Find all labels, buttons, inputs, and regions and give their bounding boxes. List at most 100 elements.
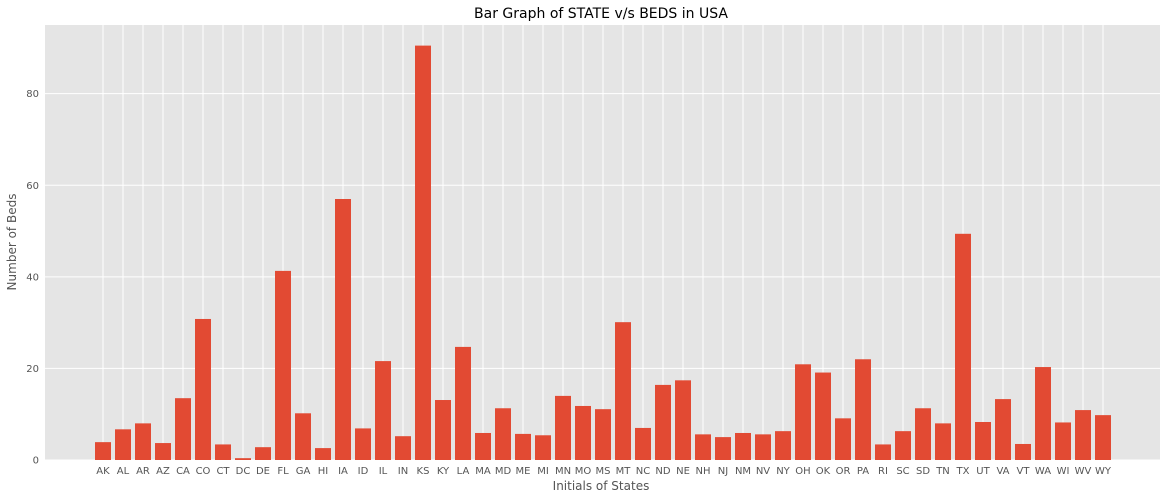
x-tick-label: GA — [296, 466, 311, 477]
bar-nv — [755, 434, 771, 460]
x-tick-label: SD — [916, 466, 930, 477]
bar-sd — [915, 408, 931, 460]
x-tick-label: MI — [537, 466, 549, 477]
x-tick-label: OR — [836, 466, 851, 477]
x-tick-label: IL — [379, 466, 388, 477]
x-tick-label: NE — [676, 466, 690, 477]
x-tick-label: HI — [318, 466, 328, 477]
y-axis-label: Number of Beds — [5, 194, 19, 291]
bar-ak — [95, 442, 111, 460]
x-tick-label: PA — [857, 466, 869, 477]
x-tick-label: VA — [996, 466, 1009, 477]
bar-ma — [475, 432, 491, 460]
y-tick-label: 80 — [26, 89, 39, 100]
x-tick-label: VT — [1017, 466, 1031, 477]
bar-id — [355, 428, 371, 460]
bar-wi — [1055, 422, 1071, 460]
y-tick-label: 0 — [33, 456, 39, 467]
bar-in — [395, 436, 411, 460]
x-tick-label: WV — [1075, 466, 1092, 477]
bar-mi — [535, 435, 551, 460]
x-tick-label: WY — [1095, 466, 1112, 477]
y-tick-label: 60 — [26, 181, 39, 192]
x-tick-label: MA — [475, 466, 491, 477]
x-tick-label: NV — [756, 466, 770, 477]
x-axis-label: Initials of States — [553, 479, 650, 493]
x-tick-label: UT — [976, 466, 990, 477]
x-tick-label: AL — [117, 466, 130, 477]
bar-ut — [975, 421, 991, 460]
x-tick-label: AR — [136, 466, 150, 477]
x-tick-label: KY — [437, 466, 450, 477]
x-tick-label: NJ — [718, 466, 728, 477]
x-tick-label: MS — [596, 466, 611, 477]
bar-ky — [435, 400, 451, 460]
bar-mt — [615, 322, 631, 460]
bar-hi — [315, 448, 331, 460]
bar-sc — [895, 431, 911, 460]
bar-nj — [715, 437, 731, 460]
bar-md — [495, 408, 511, 460]
bar-nc — [635, 427, 651, 460]
bar-ny — [775, 431, 791, 460]
x-tick-label: KS — [417, 466, 430, 477]
bar-ia — [335, 199, 351, 460]
bar-ms — [595, 409, 611, 460]
x-tick-label: NY — [776, 466, 790, 477]
bar-az — [155, 443, 171, 460]
x-tick-label: MO — [575, 466, 592, 477]
x-tick-label: TN — [935, 466, 950, 477]
x-tick-label: DE — [256, 466, 270, 477]
bar-ks — [415, 45, 431, 461]
bar-la — [455, 346, 471, 460]
y-tick-label: 20 — [26, 364, 39, 375]
x-tick-label: IN — [398, 466, 408, 477]
bar-ct — [215, 444, 231, 460]
bar-wv — [1075, 410, 1091, 460]
bar-ar — [135, 423, 151, 460]
x-tick-label: OH — [795, 466, 810, 477]
bar-mo — [575, 405, 591, 460]
bar-me — [515, 433, 531, 460]
bar-dc — [235, 458, 251, 460]
bar-co — [195, 318, 211, 460]
bar-va — [995, 399, 1011, 460]
bar-wa — [1035, 367, 1051, 460]
bar-ne — [675, 380, 691, 460]
bar-or — [835, 418, 851, 460]
bar-vt — [1015, 443, 1031, 460]
bar-tx — [955, 233, 971, 460]
bar-fl — [275, 270, 291, 460]
bar-de — [255, 447, 271, 460]
bar-nm — [735, 432, 751, 460]
bar-pa — [855, 359, 871, 460]
bar-oh — [795, 364, 811, 460]
x-tick-label: RI — [878, 466, 888, 477]
bar-ri — [875, 444, 891, 460]
x-tick-label: ND — [655, 466, 670, 477]
x-tick-label: MT — [616, 466, 632, 477]
x-tick-label: CA — [176, 466, 190, 477]
x-tick-label: IA — [338, 466, 348, 477]
x-tick-label: SC — [896, 466, 909, 477]
bar-ga — [295, 413, 311, 460]
y-tick-label: 40 — [26, 272, 39, 283]
bar-wy — [1095, 415, 1111, 460]
bar-nd — [655, 384, 671, 460]
bar-ca — [175, 398, 191, 460]
x-tick-label: LA — [457, 466, 470, 477]
bar-mn — [555, 395, 571, 460]
bar-il — [375, 361, 391, 460]
x-tick-label: DC — [236, 466, 251, 477]
x-tick-label: AK — [96, 466, 110, 477]
x-tick-label: NM — [735, 466, 751, 477]
x-tick-label: TX — [956, 466, 970, 477]
x-tick-label: NC — [636, 466, 650, 477]
bar-nh — [695, 434, 711, 460]
bar-ok — [815, 372, 831, 460]
x-tick-label: ID — [358, 466, 369, 477]
y-axis-ticks: 0 20 40 60 80 — [26, 89, 39, 466]
x-tick-label: FL — [277, 466, 289, 477]
x-tick-label: WI — [1057, 466, 1070, 477]
x-tick-label: MD — [495, 466, 512, 477]
